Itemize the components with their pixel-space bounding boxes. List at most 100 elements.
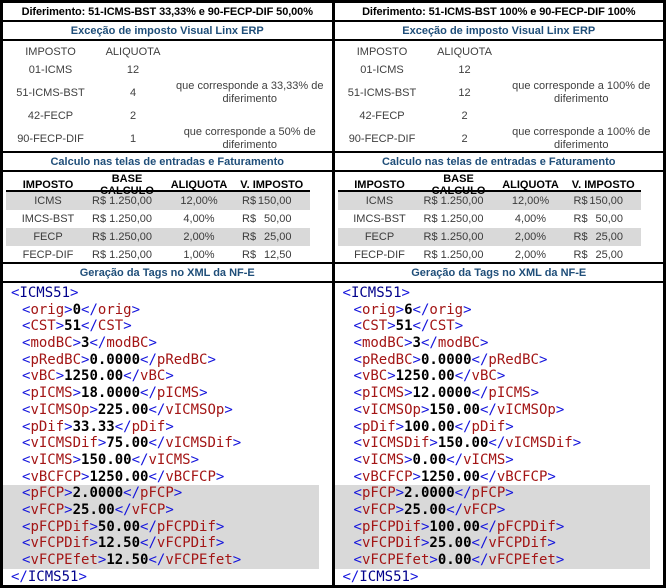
bracket: <: [22, 301, 31, 318]
base-value: 1.250,00: [440, 195, 484, 207]
base-calculo-cell: R$ 1.250,00: [422, 249, 496, 261]
bracket: >: [148, 335, 157, 352]
bracket: >: [131, 301, 141, 318]
bracket: <: [353, 468, 362, 485]
xml-line: <pFCPDif>50.00</pFCPDif>: [3, 518, 319, 536]
bracket: >: [395, 301, 405, 318]
bracket: >: [232, 552, 242, 568]
exception-table: IMPOSTO ALIQUOTA 01-ICMS 12 51-ICMS-BST 12 q…: [334, 41, 664, 153]
tag-name: modBC: [437, 335, 480, 352]
bracket: </: [488, 435, 506, 452]
tag-value: 12.50: [106, 552, 149, 568]
bracket: <: [353, 518, 362, 535]
col-imposto: IMPOSTO: [356, 46, 408, 58]
tag-name: CST: [97, 318, 124, 335]
bracket: >: [404, 451, 413, 468]
tag-value: 51: [64, 318, 82, 335]
panel-title: Diferimento: 51-ICMS-BST 33,33% e 90-FEC…: [3, 3, 332, 22]
bracket: >: [547, 468, 556, 485]
tag-value: 1250.00: [89, 468, 149, 485]
xml-line: <vBC>1250.00</vBC>: [335, 368, 664, 385]
tag-name: vBCFCP: [30, 468, 82, 485]
currency-symbol: R$: [92, 249, 107, 261]
tag-name: vFCPEfet: [30, 552, 98, 568]
bracket: >: [224, 401, 233, 418]
imposto-value: 25,00: [595, 231, 623, 243]
bracket: >: [395, 485, 405, 502]
calc-table: IMPOSTO BASE CALCULO ALIQUOTA V. IMPOSTO…: [334, 172, 663, 264]
col-aliquota: ALIQUOTA: [437, 46, 492, 58]
currency-symbol: R$: [573, 195, 588, 207]
bracket: </: [114, 501, 132, 518]
bracket: >: [81, 351, 90, 368]
aliquota-cell: 12: [458, 87, 471, 99]
bracket: >: [89, 401, 98, 418]
aliquota-cell: 2: [461, 133, 468, 145]
bracket: >: [412, 468, 421, 485]
panel-diferimento-parcial: Diferimento: 51-ICMS-BST 33,33% e 90-FEC…: [3, 3, 332, 585]
xml-line: <CST>51</CST>: [335, 318, 664, 335]
imposto-cell: 01-ICMS: [360, 64, 404, 76]
imposto-value: 50,00: [263, 213, 292, 225]
bracket: <: [22, 518, 31, 535]
aliquota-cell: 12,00%: [511, 195, 550, 207]
xml-line: <pFCP>2.0000</pFCP>: [334, 485, 650, 502]
bracket: >: [404, 385, 413, 402]
tag-name: pRedBC: [488, 351, 539, 368]
aliquota-cell: 12: [126, 64, 140, 76]
tag-value: 3: [412, 335, 421, 352]
xml-line: <pDif>33.33</pDif>: [3, 419, 332, 436]
bracket: >: [387, 368, 396, 385]
bracket: </: [148, 552, 166, 568]
tag-name: pFCP: [140, 485, 174, 502]
currency-symbol: R$: [423, 249, 438, 261]
bracket: <: [22, 418, 31, 435]
xml-section-header: Geração da Tags no XML da NF-E: [334, 264, 663, 283]
xml-line: <pICMS>12.0000</pICMS>: [335, 385, 664, 402]
tag-value: 0.0000: [89, 351, 141, 368]
base-value: 1.250,00: [109, 231, 152, 243]
bracket: >: [81, 468, 90, 485]
tag-name: pFCPDif: [30, 518, 90, 535]
currency-symbol: R$: [423, 195, 438, 207]
currency-symbol: R$: [92, 213, 107, 225]
v-imposto-cell: R$ 150,00: [234, 195, 310, 207]
bracket: </: [140, 535, 157, 552]
bracket: </: [454, 368, 472, 385]
tag-value: 1250.00: [64, 368, 124, 385]
bracket: >: [505, 418, 514, 435]
bracket: >: [215, 518, 225, 535]
tag-value: 2.0000: [72, 485, 124, 502]
tag-name: vICMSOp: [30, 401, 90, 418]
exception-table-header: IMPOSTO ALIQUOTA: [335, 43, 664, 61]
tag-value: 150.00: [437, 435, 489, 452]
tag-name: vFCPDif: [156, 535, 216, 552]
imposto-cell: ICMS: [34, 195, 62, 207]
xml-root-open-line: <ICMS51>: [3, 285, 332, 302]
xml-line: <pRedBC>0.0000</pRedBC>: [3, 352, 332, 369]
tag-value: 0.00: [412, 451, 447, 468]
tag-name: pICMS: [30, 385, 73, 402]
xml-line: <orig>6</orig>: [335, 302, 664, 319]
bracket: <: [353, 385, 362, 402]
bracket: >: [555, 518, 565, 535]
bracket: >: [64, 301, 73, 318]
tag-name: modBC: [30, 335, 73, 352]
exception-row: 01-ICMS 12: [335, 61, 664, 79]
tag-name: vICMSOp: [496, 401, 556, 418]
col-base-calculo: BASE CALCULO: [100, 173, 154, 197]
bracket: </: [446, 501, 464, 518]
col-imposto: IMPOSTO: [354, 179, 405, 191]
bracket: <: [22, 535, 31, 552]
bracket: </: [140, 351, 157, 368]
tag-name: orig: [429, 301, 464, 318]
tag-value: 0: [72, 301, 82, 318]
xml-line: <vFCPEfet>12.50</vFCPEfet>: [3, 552, 319, 569]
v-imposto-cell: R$ 50,00: [566, 213, 642, 225]
base-calculo-cell: R$ 1.250,00: [90, 195, 164, 207]
imposto-value: 25,00: [263, 231, 292, 243]
tag-name: orig: [30, 301, 65, 318]
imposto-cell: FECP: [33, 231, 63, 243]
imposto-cell: 42-FECP: [359, 110, 405, 122]
aliquota-cell: 4: [129, 87, 137, 99]
